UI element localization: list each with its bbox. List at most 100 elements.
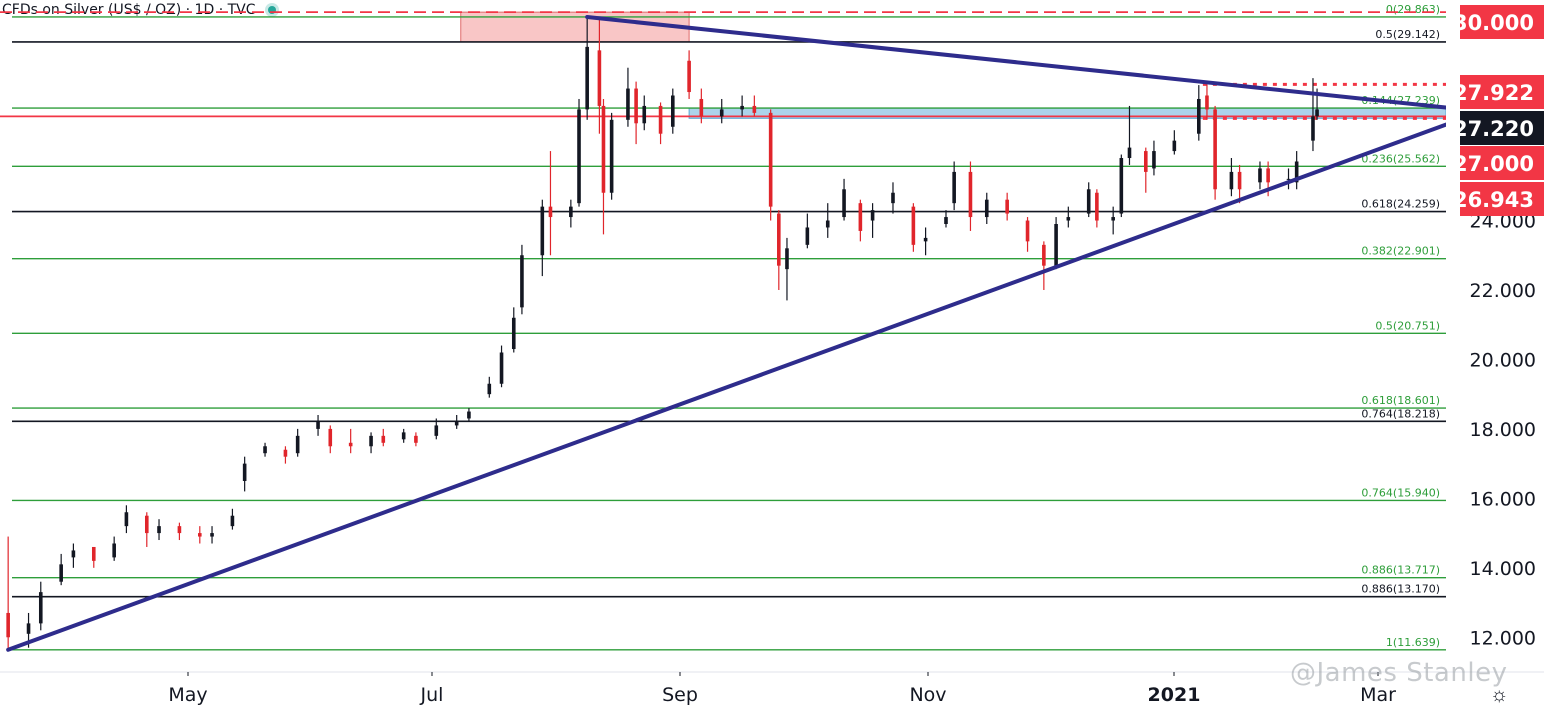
price-tick-label: 22.000: [1470, 280, 1536, 302]
candle: [719, 98, 724, 124]
candle-body: [71, 550, 76, 558]
candle-body: [569, 206, 573, 218]
candle-body: [752, 105, 757, 113]
candle-body: [434, 425, 439, 436]
candle-body: [263, 446, 267, 454]
price-tick-label: 14.000: [1470, 558, 1536, 580]
time-tick-label: Nov: [909, 684, 946, 706]
fib-label: 1(11.639): [1386, 636, 1440, 649]
candle-body: [609, 119, 614, 193]
candle-body: [634, 88, 638, 124]
fibonacci-levels: 0(29.863)0.5(29.142)0.144(27.239)0.236(2…: [12, 3, 1446, 651]
candle-body: [511, 317, 516, 350]
candle-body: [487, 383, 492, 395]
candle: [210, 526, 214, 544]
candle: [891, 182, 895, 214]
price-tick-label: 12.000: [1470, 627, 1536, 649]
candle-body: [381, 435, 386, 443]
candle-body: [968, 171, 973, 218]
candle: [699, 88, 704, 124]
candle-body: [1286, 178, 1291, 180]
candle: [1042, 241, 1046, 290]
time-axis[interactable]: May Jul Sep Nov 2021 Mar: [0, 671, 1544, 706]
candle: [369, 432, 373, 454]
time-tick-label: Sep: [662, 684, 698, 706]
fib-label: 0.618(18.601): [1361, 394, 1440, 407]
candle-body: [891, 192, 895, 204]
candle-body: [414, 435, 418, 443]
price-tag-box: [1460, 111, 1544, 145]
candle-body: [626, 88, 630, 120]
candle-body: [984, 199, 989, 218]
price-tag-label: 27.922: [1453, 81, 1534, 105]
fib-label: 0.236(25.562): [1361, 152, 1440, 165]
candle: [511, 307, 516, 353]
candle: [1054, 217, 1058, 270]
candle-body: [1205, 95, 1209, 110]
trendline: [585, 15, 1506, 116]
candle: [467, 408, 471, 422]
candle: [242, 456, 247, 492]
candle-body: [687, 60, 691, 93]
candle: [1143, 147, 1148, 193]
candle-body: [1294, 161, 1299, 183]
price-tag: 30.000: [1453, 5, 1544, 39]
candle: [911, 203, 916, 252]
candle-body: [1266, 168, 1270, 183]
candle-body: [401, 432, 406, 440]
candle-body: [210, 533, 214, 537]
candle: [968, 161, 973, 231]
candle: [597, 19, 602, 134]
candle: [923, 227, 928, 256]
price-tick-label: 18.000: [1470, 419, 1536, 441]
candle: [1066, 206, 1071, 228]
candle: [805, 213, 810, 249]
candle: [1197, 85, 1201, 141]
candle-body: [1172, 140, 1177, 152]
time-tick-label: Mar: [1360, 684, 1396, 706]
candle: [487, 376, 492, 398]
candle: [952, 161, 956, 211]
candle: [858, 199, 863, 242]
candle: [585, 17, 589, 120]
price-tick-label: 20.000: [1470, 349, 1536, 371]
candle-body: [1197, 98, 1201, 134]
price-tag-box: [1460, 75, 1544, 109]
candle-body: [283, 449, 288, 457]
candle: [984, 192, 989, 224]
candle-body: [177, 526, 182, 534]
candle-body: [548, 206, 553, 218]
price-tags: 30.000 27.922 27.220 27.000 26.943: [1453, 5, 1544, 216]
candle-body: [1086, 189, 1091, 214]
time-tick-label: Jul: [420, 684, 444, 706]
candle: [454, 415, 459, 429]
candle-body: [112, 543, 116, 558]
price-tick-label: 16.000: [1470, 488, 1536, 510]
candle-body: [585, 46, 589, 110]
candle: [825, 203, 830, 238]
candle: [670, 88, 675, 134]
candle: [1237, 164, 1242, 204]
trendlines: [6, 15, 1506, 652]
fib-label: 0.5(20.751): [1375, 319, 1440, 332]
trendline: [6, 101, 1506, 652]
candle: [569, 199, 573, 228]
candle: [230, 508, 235, 530]
candle-body: [348, 442, 353, 447]
price-tag-box: [1460, 182, 1544, 216]
candle: [434, 418, 439, 440]
candle: [642, 95, 647, 131]
candle: [609, 112, 614, 200]
candle-body: [1213, 109, 1217, 190]
candle-body: [454, 421, 459, 426]
candle-body: [785, 248, 789, 270]
candle: [1213, 105, 1217, 200]
candle-body: [6, 612, 10, 638]
candle: [177, 522, 182, 541]
gear-icon[interactable]: ☼: [1490, 684, 1509, 706]
candle-body: [520, 255, 524, 308]
candle-body: [1066, 217, 1071, 221]
candle-body: [1311, 116, 1315, 141]
candle-body: [1258, 168, 1262, 183]
